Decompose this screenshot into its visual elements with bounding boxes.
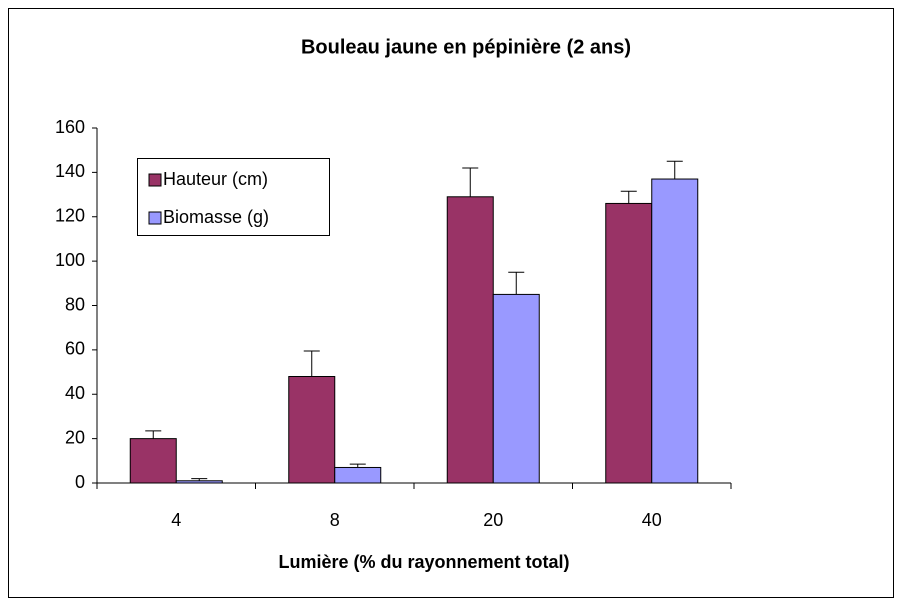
error-bar <box>349 463 366 468</box>
error-bar <box>508 271 525 295</box>
legend-swatch <box>148 211 162 225</box>
y-tick-label: 160 <box>55 117 85 137</box>
error-bar <box>303 350 320 377</box>
error-bar <box>620 190 637 204</box>
y-tick-label: 60 <box>65 339 85 359</box>
bar <box>334 466 382 484</box>
y-tick-label: 20 <box>65 427 85 447</box>
y-tick-label: 140 <box>55 161 85 181</box>
y-tick-label: 80 <box>65 294 85 314</box>
x-tick-label: 4 <box>171 510 181 530</box>
chart-title: Bouleau jaune en pépinière (2 ans) <box>301 36 631 58</box>
y-tick-label: 40 <box>65 383 85 403</box>
bar <box>651 178 699 484</box>
error-bar <box>191 478 208 481</box>
legend-label: Biomasse (g) <box>163 207 269 227</box>
legend <box>137 158 330 236</box>
y-tick-label: 100 <box>55 250 85 270</box>
bar <box>492 293 540 484</box>
y-tick-label: 0 <box>75 472 85 492</box>
legend-swatch <box>148 173 162 187</box>
error-bar <box>462 167 479 197</box>
x-axis-label: Lumière (% du rayonnement total) <box>278 552 569 572</box>
bar <box>446 196 494 484</box>
bar <box>129 438 177 484</box>
bar <box>605 202 653 484</box>
error-bar <box>666 160 683 180</box>
legend-label: Hauteur (cm) <box>163 169 268 189</box>
x-tick-label: 8 <box>330 510 340 530</box>
error-bar <box>145 430 162 439</box>
y-tick-label: 120 <box>55 206 85 226</box>
x-tick-label: 20 <box>483 510 503 530</box>
x-tick-label: 40 <box>642 510 662 530</box>
bar <box>175 480 223 484</box>
bar <box>288 376 336 484</box>
